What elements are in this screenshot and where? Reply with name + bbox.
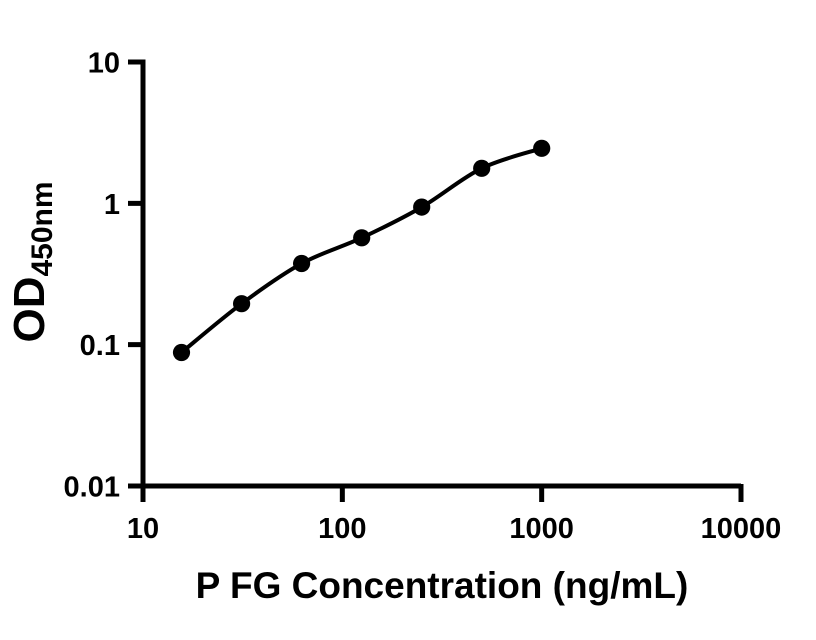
y-axis-title-subscript: 450nm (26, 181, 59, 276)
y-axis-tick-labels: 10 1 0.1 0.01 (64, 47, 120, 503)
data-point (172, 343, 191, 362)
data-point (473, 159, 491, 177)
fit-curve-line (179, 146, 544, 355)
x-axis-title: P FG Concentration (ng/mL) (196, 565, 689, 606)
x-tick-label: 10 (127, 513, 159, 545)
x-axis-tick-labels: 10 100 1000 10000 (127, 513, 781, 545)
data-point (233, 295, 251, 313)
y-tick-label: 1 (104, 189, 120, 221)
y-axis-title-main: OD (5, 277, 54, 343)
y-tick-label: 10 (88, 47, 120, 79)
data-point (293, 254, 311, 273)
axes (128, 59, 741, 502)
x-tick-label: 10000 (701, 513, 782, 545)
data-point (353, 229, 371, 247)
y-axis-title: OD450nm (5, 181, 59, 342)
y-axis-line (128, 59, 146, 502)
y-tick-label: 0.1 (80, 330, 120, 362)
x-axis-ticks (140, 484, 744, 502)
x-tick-label: 1000 (509, 513, 574, 545)
x-tick-label: 100 (318, 513, 366, 545)
y-tick-label: 0.01 (64, 471, 120, 503)
data-point-series (172, 139, 551, 362)
y-axis-ticks (128, 59, 145, 489)
data-point (413, 198, 431, 216)
data-point (533, 139, 551, 157)
